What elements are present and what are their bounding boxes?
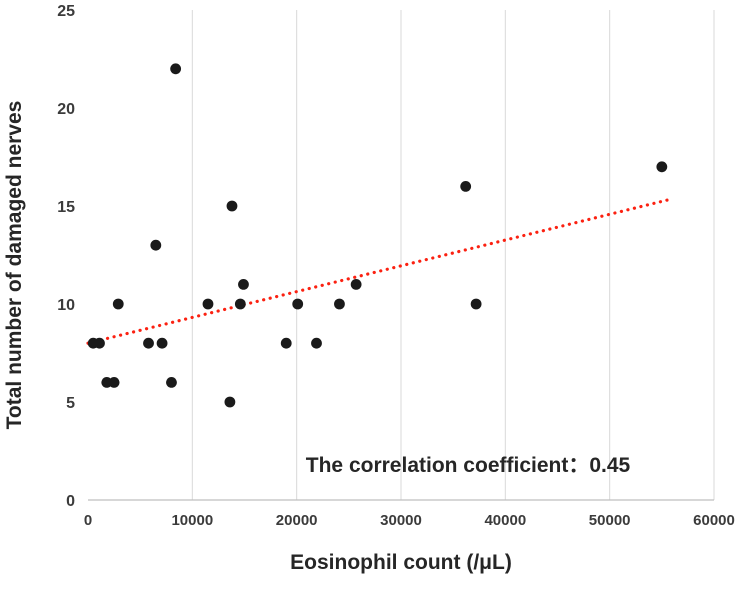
- x-axis-title: Eosinophil count (/μL): [290, 551, 512, 574]
- data-point: [226, 200, 238, 212]
- grid-layer: [88, 10, 715, 501]
- x-tick-label: 20000: [276, 512, 318, 529]
- data-point: [311, 337, 322, 349]
- y-tick-label: 15: [57, 199, 75, 216]
- data-point: [202, 298, 214, 310]
- y-tick-label: 5: [66, 395, 75, 412]
- data-point: [150, 239, 162, 251]
- x-tick-label: 0: [84, 512, 92, 529]
- data-point: [238, 279, 249, 290]
- data-points-layer: [87, 63, 668, 408]
- data-point: [350, 279, 362, 290]
- y-tick-label: 0: [66, 493, 75, 510]
- trendline: [86, 198, 669, 345]
- data-point: [460, 181, 472, 192]
- tick-labels-layer: 0 10000 20000 30000 40000 50000 60000 0 5 10 15 20 2…: [57, 3, 735, 529]
- data-point: [234, 298, 246, 310]
- data-point: [334, 298, 345, 310]
- x-tick-label: 30000: [380, 512, 422, 529]
- x-tick-label: 60000: [693, 512, 735, 529]
- data-point: [156, 337, 168, 349]
- y-tick-label: 20: [57, 101, 75, 118]
- data-point: [143, 337, 154, 349]
- data-point: [656, 161, 668, 173]
- y-tick-label: 25: [57, 3, 75, 20]
- y-tick-label: 10: [57, 297, 75, 314]
- x-tick-label: 10000: [171, 512, 213, 529]
- data-point: [292, 298, 304, 310]
- data-point: [170, 63, 182, 75]
- correlation-annotation: The correlation coefficient：0.45: [306, 454, 631, 477]
- x-tick-label: 50000: [589, 512, 631, 529]
- data-point: [166, 377, 177, 388]
- data-point: [470, 298, 482, 310]
- x-tick-label: 40000: [484, 512, 526, 529]
- trendline-layer: [86, 198, 669, 345]
- data-point: [224, 396, 236, 408]
- data-point: [280, 337, 292, 349]
- data-point: [94, 337, 105, 349]
- data-point: [108, 377, 120, 388]
- y-axis-title: Total number of damaged nerves: [3, 101, 26, 430]
- data-point: [112, 298, 124, 310]
